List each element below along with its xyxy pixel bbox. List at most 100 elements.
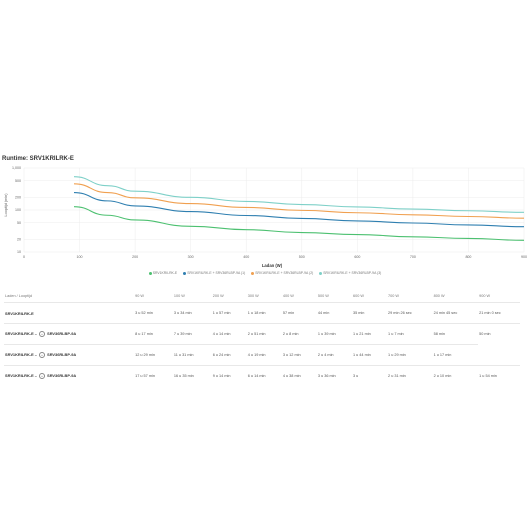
legend-swatch-icon xyxy=(319,271,323,275)
model-cell: SRV1KRILRK-E – + SRV36RLBP-9A xyxy=(4,344,135,366)
runtime-cell: 12 u 29 min xyxy=(134,344,173,366)
runtime-cell: 9 u 14 min xyxy=(211,365,247,386)
table-column-header: 100 W xyxy=(173,294,185,298)
y-tick-label: 100 xyxy=(15,208,21,212)
runtime-cell: 44 min xyxy=(316,302,352,324)
model-name: SRV1KRILRK-E xyxy=(5,373,34,379)
series-line-4 xyxy=(73,176,525,213)
runtime-cell: 11 u 31 min xyxy=(172,344,212,366)
table-header-row: Laden / Looptijd 90 W 100 W 200 W 300 W 400 … xyxy=(4,290,520,303)
y-tick-label: 200 xyxy=(15,196,21,200)
x-tick-label: 100 xyxy=(77,255,83,259)
runtime-cell: 24 min 45 sec xyxy=(432,302,479,324)
runtime-cell: 2 u 10 min xyxy=(432,365,479,386)
runtime-cell: 4 u 14 min xyxy=(211,323,247,345)
runtime-cell: 2 u 31 min xyxy=(387,365,433,386)
runtime-cell: 1 u 17 min xyxy=(432,344,479,366)
x-tick-label: 200 xyxy=(132,255,138,259)
model-cell: SRV1KRILRK-E xyxy=(4,302,135,324)
table-column-header: 900 W xyxy=(479,294,491,298)
table-column-header: 400 W xyxy=(282,294,294,298)
runtime-cell: 1 u 57 min xyxy=(211,302,247,324)
addon-name: SRV36RLBP-9A xyxy=(46,331,77,337)
runtime-cell: 35 min xyxy=(351,302,388,324)
y-tick-label: 500 xyxy=(15,179,21,183)
legend-swatch-icon xyxy=(148,271,152,275)
y-tick-label: 50 xyxy=(17,221,21,225)
table-row: SRV1KRILRK-E – + SRV36RLBP-9A 12 u 29 min… xyxy=(4,344,520,366)
table-column-header: 300 W xyxy=(247,294,259,298)
legend-swatch-icon xyxy=(251,271,255,275)
legend-label: SRV1KRILRK-E xyxy=(152,271,178,275)
runtime-cell: 4 u 38 min xyxy=(281,365,317,386)
runtime-cell: 2 u 4 min xyxy=(316,344,352,366)
x-axis-label: Ladan (W) xyxy=(262,263,283,268)
runtime-cell: 1 u 18 min xyxy=(246,302,282,324)
addon-name: SRV36RLBP-9A xyxy=(46,352,77,358)
runtime-cell: 3 u 12 min xyxy=(281,344,317,366)
battery-pack-icon: + xyxy=(39,373,46,379)
addon-name: SRV36RLBP-9A xyxy=(46,373,77,379)
runtime-cell: 3 u 52 min xyxy=(134,302,173,324)
table-corner-header: Laden / Looptijd xyxy=(5,294,33,298)
x-tick-label: 0 xyxy=(23,255,25,259)
x-tick-label: 800 xyxy=(465,255,471,259)
legend-item[interactable]: SRV1KRILRK-E + SRV36RLBP-9A (3) xyxy=(319,271,381,275)
legend-swatch-icon xyxy=(183,271,187,275)
separator-dash: – xyxy=(33,373,39,379)
model-name: SRV1KRILRK-E xyxy=(5,352,34,358)
runtime-cell: 6 u 14 min xyxy=(246,365,282,386)
y-tick-label: 1,000 xyxy=(12,166,21,170)
table-column-header: 600 W xyxy=(352,294,364,298)
runtime-cell: 3 u 34 min xyxy=(172,302,212,324)
y-axis-label: Looptijd (min) xyxy=(4,193,8,217)
table-column-header: 200 W xyxy=(212,294,224,298)
table-column-header: 700 W xyxy=(388,294,400,298)
x-tick-label: 700 xyxy=(410,255,416,259)
runtime-cell: 21 min 0 sec xyxy=(478,302,520,324)
table-column-header: 800 W xyxy=(433,294,445,298)
table-column-header: 90 W xyxy=(135,294,144,298)
runtime-cell: 4 u 19 min xyxy=(246,344,282,366)
y-tick-label: 20 xyxy=(17,238,21,242)
legend-label: SRV1KRILRK-E + SRV36RLBP-9A (3) xyxy=(323,271,382,275)
table-row: SRV1KRILRK-E 3 u 52 min 3 u 34 min 1 u 57 m… xyxy=(4,302,520,324)
x-tick-label: 900 xyxy=(521,255,527,259)
chart-legend: SRV1KRILRK-E SRV1KRILRK-E + SRV36RLBP-9A … xyxy=(0,271,530,275)
battery-pack-icon: + xyxy=(39,331,46,337)
separator-dash: – xyxy=(33,352,39,358)
series-line-3 xyxy=(73,183,525,219)
runtime-cell: 29 min 26 sec xyxy=(387,302,433,324)
x-tick-label: 600 xyxy=(354,255,360,259)
model-name: SRV1KRILRK-E xyxy=(5,331,34,337)
model-cell: SRV1KRILRK-E – + SRV36RLBP-9A xyxy=(4,323,135,345)
runtime-cell: 58 min xyxy=(432,323,479,345)
runtime-cell: 7 u 39 min xyxy=(172,323,212,345)
series-line-1 xyxy=(73,206,525,241)
runtime-cell: 17 u 57 min xyxy=(134,365,173,386)
runtime-cell: 57 min xyxy=(281,302,317,324)
legend-item[interactable]: SRV1KRILRK-E + SRV36RLBP-9A (2) xyxy=(251,271,313,275)
runtime-cell: 1 u 7 min xyxy=(387,323,433,345)
runtime-cell: 1 u 21 min xyxy=(351,323,388,345)
runtime-cell: 1 u 44 min xyxy=(351,344,388,366)
runtime-cell: 50 min xyxy=(478,323,520,345)
runtime-table: Laden / Looptijd 90 W 100 W 200 W 300 W 400 … xyxy=(4,290,520,386)
runtime-cell: 16 u 35 min xyxy=(172,365,212,386)
runtime-cell: 1 u 39 min xyxy=(316,323,352,345)
legend-item[interactable]: SRV1KRILRK-E xyxy=(148,271,178,275)
runtime-cell: 3 u xyxy=(351,365,388,386)
runtime-cell: 3 u 36 min xyxy=(316,365,352,386)
battery-pack-icon: + xyxy=(39,352,46,358)
separator-dash: – xyxy=(33,331,39,337)
table-row: SRV1KRILRK-E – + SRV36RLBP-9A 8 u 17 min 7… xyxy=(4,323,520,345)
series-line-2 xyxy=(73,192,525,228)
y-tick-label: 10 xyxy=(17,250,21,254)
legend-label: SRV1KRILRK-E + SRV36RLBP-9A (2) xyxy=(255,271,314,275)
runtime-cell: 6 u 24 min xyxy=(211,344,247,366)
runtime-cell: 2 u 8 min xyxy=(281,323,317,345)
x-tick-label: 400 xyxy=(243,255,249,259)
x-tick-label: 500 xyxy=(299,255,305,259)
legend-item[interactable]: SRV1KRILRK-E + SRV36RLBP-9A (1) xyxy=(183,271,245,275)
